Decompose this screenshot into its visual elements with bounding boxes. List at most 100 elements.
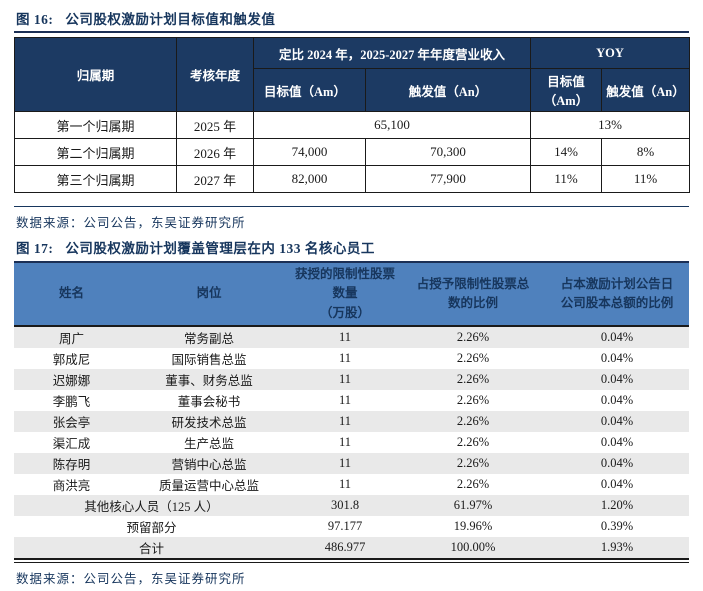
table-row: 郭成尼 国际销售总监 11 2.26% 0.04% [14,348,689,369]
fig16-title-rule [14,31,689,33]
fig16-title-text: 公司股权激励计划目标值和触发值 [65,12,276,27]
fig17-table: 姓名 岗位 获授的限制性股票数量 （万股） 占授予限制性股票总 数的比例 占本激… [14,261,689,559]
cell-pct-of-capital: 0.04% [600,414,634,429]
cell-pct-of-grant: 61.97% [453,498,493,513]
fig16-source-note: 数据来源：公司公告，东吴证券研究所 [16,216,246,230]
cell-quantity: 11 [338,456,352,471]
cell-year: 2026 年 [176,138,254,166]
cell-pct-of-capital: 0.04% [600,435,634,450]
cell-period: 第一个归属期 [14,111,177,139]
cell-target: 74,000 [253,138,366,166]
cell-quantity: 11 [338,477,352,492]
cell-quantity: 11 [338,372,352,387]
fig16-table: 归属期 考核年度 定比 2024 年，2025-2027 年年度营业收入 YOY… [14,37,691,193]
table-total-row: 合计 486.977 100.00% 1.93% [14,537,689,559]
cell-position: 董事、财务总监 [165,374,253,389]
cell-pct-of-grant: 2.26% [456,330,490,345]
cell-pct-of-grant: 2.26% [456,351,490,366]
fig16-label: 图 16: [16,12,54,27]
cell-summary-label: 其他核心人员（125 人） [84,500,219,515]
col-header-yoy-trigger: 触发值（An） [601,68,691,112]
cell-name: 陈存明 [52,458,91,473]
cell-position: 质量运营中心总监 [158,479,259,494]
cell-pct-of-grant: 2.26% [456,435,490,450]
col-header-position: 岗位 [129,262,289,328]
cell-yoy-trigger: 8% [601,138,691,166]
table-row: 周广 常务副总 11 2.26% 0.04% [14,326,689,349]
cell-quantity: 11 [338,351,352,366]
cell-position: 营销中心总监 [171,458,247,473]
cell-trigger: 70,300 [364,138,532,166]
cell-pct-of-grant: 2.26% [456,477,490,492]
cell-quantity: 11 [338,414,352,429]
cell-quantity: 486.977 [324,540,366,555]
cell-yoy-trigger: 11% [601,165,691,193]
col-header-name: 姓名 [14,262,129,328]
fig17-source-note: 数据来源：公司公告，东吴证券研究所 [16,572,246,587]
cell-pct-of-capital: 1.20% [600,498,634,513]
cell-name: 李鹏飞 [52,395,91,410]
cell-name: 张会亭 [52,416,91,431]
col-header-target: 目标值（Am） [253,68,366,112]
fig16-source-rule [14,206,689,207]
cell-position: 董事会秘书 [177,395,241,410]
col-header-pct-of-grant: 占授予限制性股票总 数的比例 [401,262,545,328]
cell-quantity: 11 [338,435,352,450]
table-row: 渠汇成 生产总监 11 2.26% 0.04% [14,432,689,453]
cell-name: 渠汇成 [52,437,91,452]
cell-pct-of-capital: 1.93% [600,540,634,555]
cell-pct-of-grant: 100.00% [450,540,496,555]
fig16-title: 图 16: 公司股权激励计划目标值和触发值 [14,6,689,31]
table-header-row: 归属期 考核年度 定比 2024 年，2025-2027 年年度营业收入 YOY [14,37,691,112]
cell-pct-of-grant: 2.26% [456,393,490,408]
cell-period: 第三个归属期 [14,165,177,193]
cell-merged-yoy: 13% [530,111,691,139]
fig17-title: 图 17: 公司股权激励计划覆盖管理层在内 133 名核心员工 [14,235,689,260]
cell-name: 迟娜娜 [52,374,91,389]
col-header-quantity: 获授的限制性股票数量 （万股） [289,262,401,328]
cell-pct-of-grant: 19.96% [453,519,493,534]
col-header-year: 考核年度 [176,37,254,112]
col-header-pct-of-capital: 占本激励计划公告日 公司股本总额的比例 [545,262,689,328]
cell-pct-of-capital: 0.39% [600,519,634,534]
fig17-label: 图 17: [16,241,54,256]
cell-position: 常务副总 [183,332,234,347]
cell-name: 商洪亮 [52,479,91,494]
cell-target: 82,000 [253,165,366,193]
cell-name: 周广 [58,332,84,347]
cell-summary-label: 预留部分 [126,521,177,536]
col-header-yoy-target: 目标值（Am） [530,68,603,112]
cell-pct-of-capital: 0.04% [600,330,634,345]
cell-pct-of-capital: 0.04% [600,372,634,387]
table-row: 第一个归属期 2025 年 65,100 13% [14,111,691,139]
cell-position: 生产总监 [183,437,234,452]
col-header-period: 归属期 [14,37,177,112]
table-header-row: 姓名 岗位 获授的限制性股票数量 （万股） 占授予限制性股票总 数的比例 占本激… [14,262,689,328]
cell-pct-of-capital: 0.04% [600,393,634,408]
cell-year: 2025 年 [176,111,254,139]
cell-yoy-target: 14% [530,138,603,166]
cell-pct-of-capital: 0.04% [600,477,634,492]
cell-pct-of-grant: 2.26% [456,456,490,471]
cell-quantity: 97.177 [327,519,363,534]
table-subheader-row: 目标值（Am） 触发值（An） 目标值（Am） 触发值（An） [15,68,691,112]
table-row: 商洪亮 质量运营中心总监 11 2.26% 0.04% [14,474,689,495]
cell-quantity: 301.8 [330,498,360,513]
cell-trigger: 77,900 [364,165,532,193]
cell-pct-of-grant: 2.26% [456,414,490,429]
col-group-yoy: YOY [530,37,691,69]
cell-pct-of-grant: 2.26% [456,372,490,387]
cell-merged-value: 65,100 [252,111,532,139]
table-row: 第三个归属期 2027 年 82,000 77,900 11% 11% [14,165,691,193]
table-row: 陈存明 营销中心总监 11 2.26% 0.04% [14,453,689,475]
cell-yoy-target: 11% [530,165,603,193]
table-row: 张会亭 研发技术总监 11 2.26% 0.04% [14,411,689,433]
cell-pct-of-capital: 0.04% [600,351,634,366]
table-row: 迟娜娜 董事、财务总监 11 2.26% 0.04% [14,369,689,391]
cell-position: 研发技术总监 [171,416,247,431]
col-group-revenue: 定比 2024 年，2025-2027 年年度营业收入 [252,37,532,69]
fig17-title-text: 公司股权激励计划覆盖管理层在内 133 名核心员工 [65,241,375,256]
table-summary-row: 预留部分 97.177 19.96% 0.39% [14,516,689,537]
cell-quantity: 11 [338,330,352,345]
